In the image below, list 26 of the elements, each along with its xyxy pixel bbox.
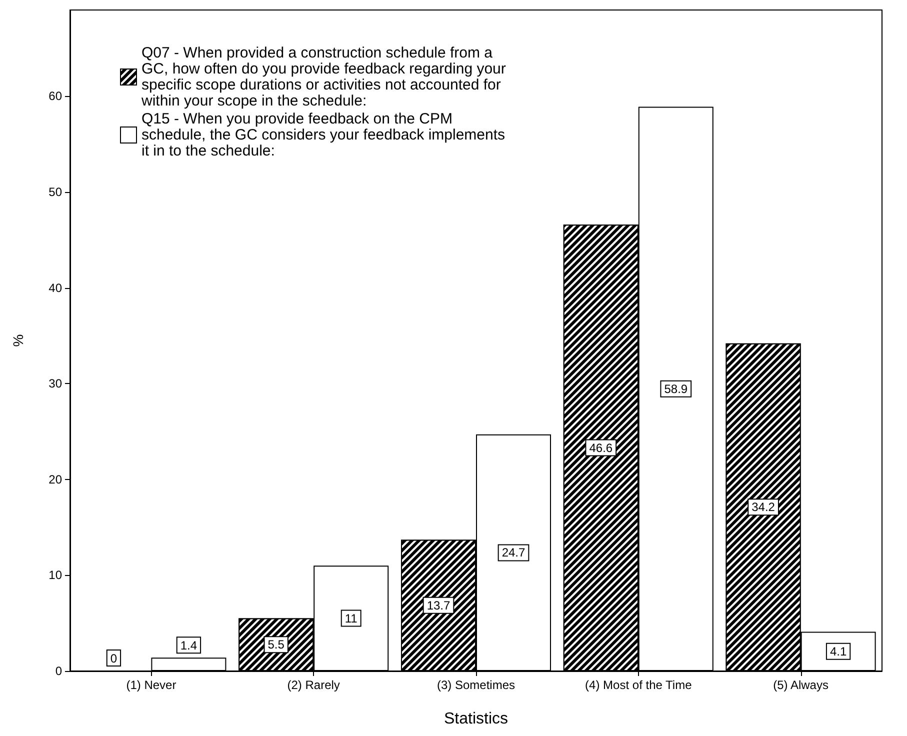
data-label: 1.4 xyxy=(180,638,198,653)
y-tick-label: 40 xyxy=(48,280,62,295)
data-label: 11 xyxy=(344,611,358,626)
x-tick-label: (3) Sometimes xyxy=(436,678,516,692)
data-label: 24.7 xyxy=(502,546,526,560)
y-tick-label: 30 xyxy=(48,376,62,391)
data-label: 4.1 xyxy=(830,644,847,658)
data-label: 34.2 xyxy=(752,500,776,514)
y-tick-label: 20 xyxy=(48,472,62,486)
y-tick-label: 60 xyxy=(48,89,62,104)
x-axis-title: Statistics xyxy=(444,710,508,728)
data-label: 0 xyxy=(110,652,118,666)
x-tick-label: (5) Always xyxy=(773,678,828,692)
y-tick-label: 0 xyxy=(55,664,62,678)
y-tick-label: 10 xyxy=(48,568,62,582)
x-tick-label: (2) Rarely xyxy=(287,678,340,692)
data-label: 13.7 xyxy=(426,598,450,612)
x-tick-label: (4) Most of the Time xyxy=(585,678,692,692)
legend-label: Q15 - When you provide feedback on the CPM schedule, the GC considers your feedback implements it in to the schedule: xyxy=(142,110,510,160)
y-axis-title: % xyxy=(10,334,26,347)
data-label: 5.5 xyxy=(268,638,285,652)
data-label: 58.9 xyxy=(664,382,688,396)
legend-label: Q07 - When provided a construction schedule from a GC, how often do you provide feedback regarding your specific scope durations or activities not accounted for within your scope in the schedule: xyxy=(140,44,510,110)
data-label: 46.6 xyxy=(589,440,613,455)
y-tick-label: 50 xyxy=(48,185,62,200)
x-tick-label: (1) Never xyxy=(126,678,176,692)
